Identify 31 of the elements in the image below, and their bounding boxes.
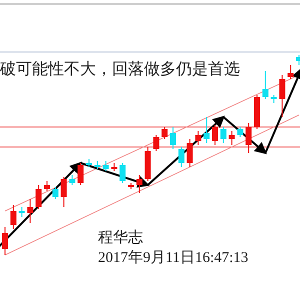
candlestick — [27, 198, 34, 224]
candlestick — [220, 126, 226, 144]
annotation: 程华志 — [98, 229, 143, 246]
candlestick — [69, 174, 76, 186]
candlestick — [262, 70, 268, 100]
candlestick — [120, 162, 126, 184]
annotation: 破可能性不大，回落做多仍是首选 — [0, 60, 240, 78]
candlestick — [204, 116, 210, 144]
candlestick — [44, 180, 50, 192]
candlestick — [153, 134, 160, 152]
candlestick — [178, 146, 184, 168]
candlestick — [136, 174, 142, 194]
candlestick — [78, 162, 84, 186]
annotation: 2017年9月11日16:47:13 — [98, 249, 248, 266]
candlestick — [102, 160, 109, 172]
candlestick — [52, 186, 58, 200]
candlestick — [186, 138, 193, 168]
candlestick — [170, 126, 176, 150]
candlestick — [162, 126, 168, 140]
candlestick — [279, 74, 286, 118]
candlestick — [228, 130, 235, 146]
candlestick — [60, 176, 67, 208]
candlestick — [10, 204, 16, 230]
candlestick — [212, 124, 218, 146]
candlestick — [18, 206, 25, 218]
candlestick — [288, 64, 294, 80]
candlestick — [237, 126, 244, 138]
candlestick — [246, 122, 252, 154]
candlestick — [195, 130, 202, 146]
candlestick — [36, 184, 42, 210]
candlestick — [2, 226, 8, 256]
